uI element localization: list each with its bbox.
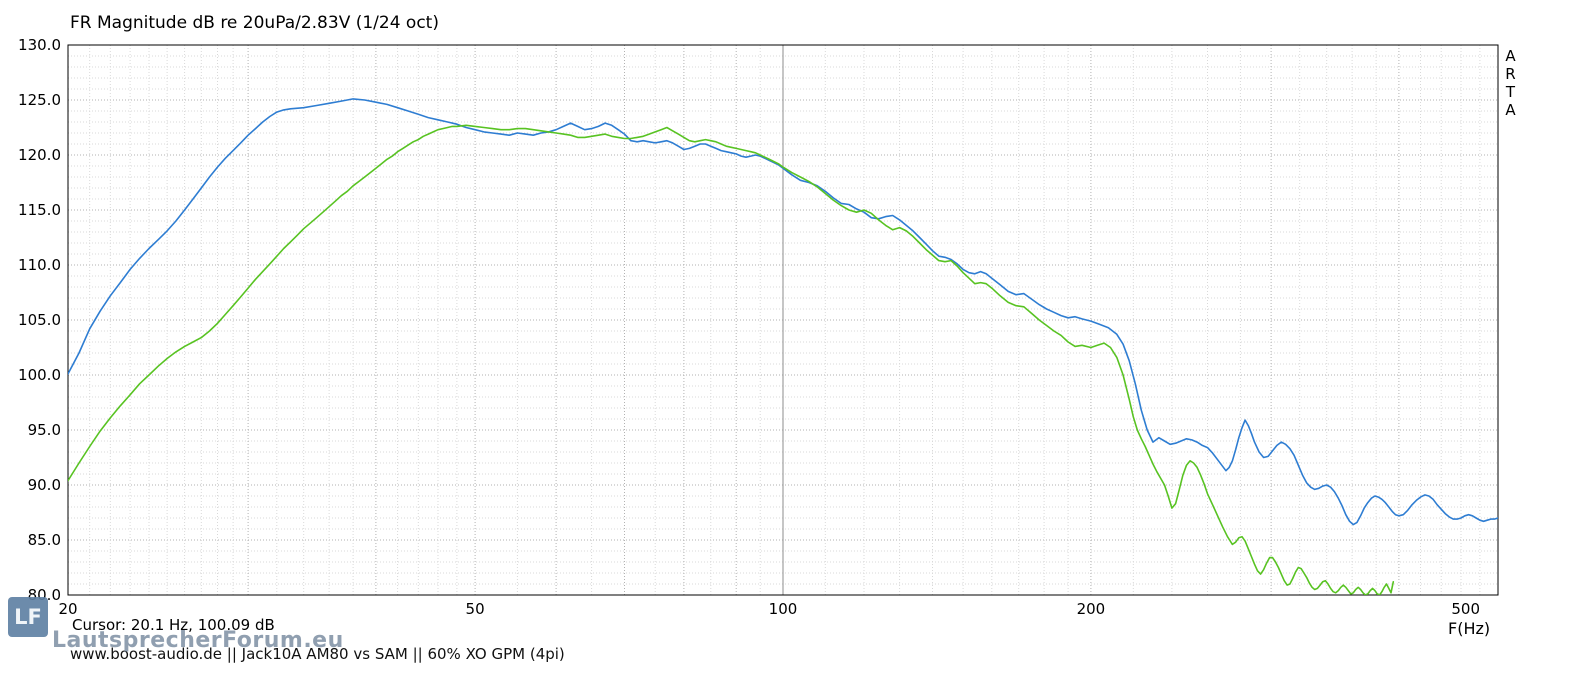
watermark-text: LautsprecherForum.eu [52,628,344,653]
x-axis-labels: 20 50 100 200 500 [58,600,1480,618]
svg-text:110.0: 110.0 [18,256,61,274]
chart-title: FR Magnitude dB re 20uPa/2.83V (1/24 oct… [70,13,439,33]
svg-text:200: 200 [1077,600,1106,618]
svg-text:85.0: 85.0 [28,531,61,549]
svg-text:95.0: 95.0 [28,421,61,439]
svg-text:20: 20 [58,600,77,618]
info-line: www.boost-audio.de || Jack10A AM80 vs SA… [70,645,565,663]
y-axis-labels: 130.0 125.0 120.0 115.0 110.0 105.0 100.0 95.0 9… [18,36,61,604]
blue-curve [68,98,1498,526]
grid [68,45,1498,595]
svg-text:125.0: 125.0 [18,91,61,109]
svg-text:500: 500 [1451,600,1480,618]
svg-text:130.0: 130.0 [18,36,61,54]
plot-border [67,44,1499,596]
svg-text:90.0: 90.0 [28,476,61,494]
svg-text:100: 100 [769,600,798,618]
svg-text:115.0: 115.0 [18,201,61,219]
cursor-readout: Cursor: 20.1 Hz, 100.09 dB [72,616,275,634]
svg-text:120.0: 120.0 [18,146,61,164]
svg-text:105.0: 105.0 [18,311,61,329]
svg-text:50: 50 [466,600,485,618]
watermark-logo: LF [8,597,48,637]
green-curve [68,124,1395,595]
x-axis-unit-label: F(Hz) [1448,619,1491,638]
arta-software-label: ARTA [1505,47,1516,119]
svg-text:100.0: 100.0 [18,366,61,384]
